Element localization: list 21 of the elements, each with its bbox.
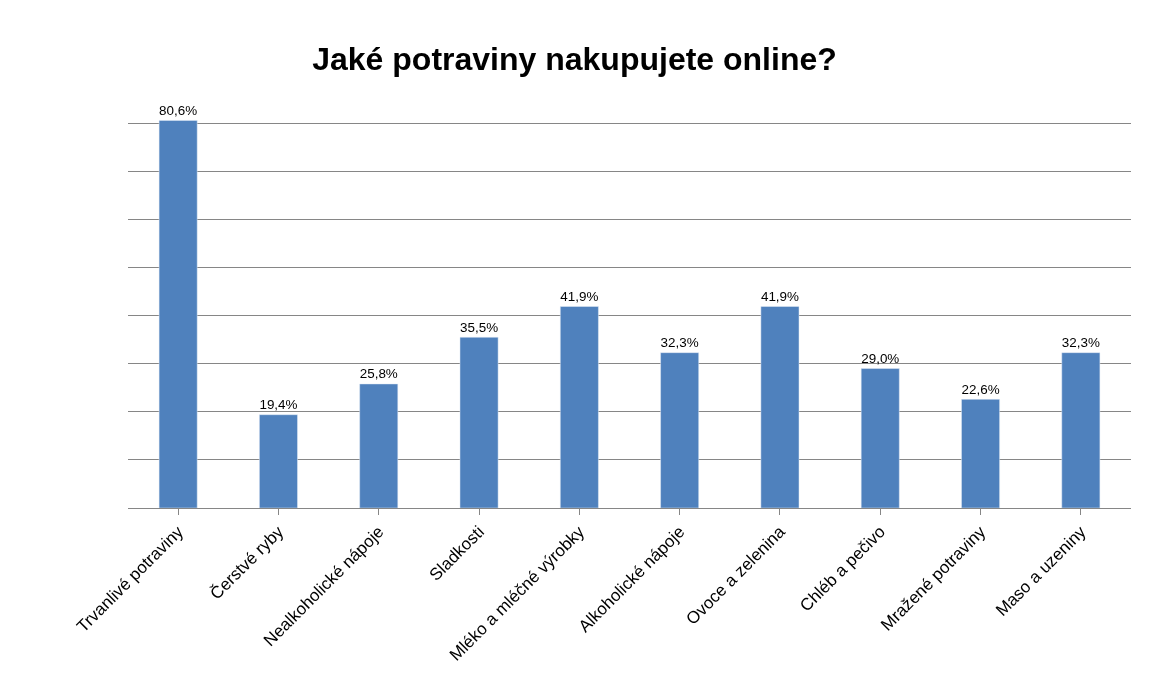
data-label: 41,9%	[760, 288, 800, 304]
bar	[961, 399, 1000, 508]
bar	[259, 414, 298, 508]
data-label: 35,5%	[460, 319, 499, 335]
bar	[359, 383, 399, 508]
data-label: 19,4%	[259, 397, 298, 413]
bar	[1061, 352, 1101, 508]
bar	[158, 120, 198, 508]
data-label: 32,3%	[1061, 334, 1100, 350]
bar	[660, 352, 699, 508]
data-label: 41,9%	[560, 288, 599, 304]
data-label: 29,0%	[861, 350, 900, 366]
data-label: 22,6%	[961, 381, 1000, 397]
data-label: 80,6%	[159, 102, 198, 118]
bar	[760, 306, 800, 508]
data-label: 25,8%	[359, 366, 398, 382]
bar	[860, 368, 900, 508]
data-label: 32,3%	[660, 334, 699, 350]
bar	[560, 306, 599, 508]
chart-title: Jaké potraviny nakupujete online?	[312, 40, 837, 77]
bar	[459, 337, 499, 508]
